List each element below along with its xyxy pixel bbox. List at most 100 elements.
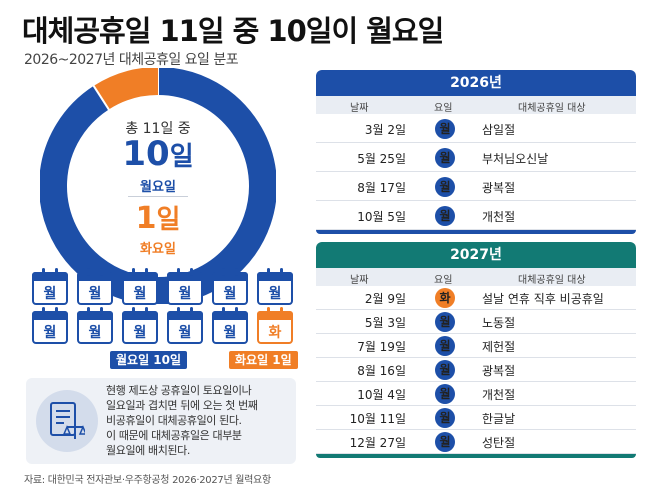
row-holiday: 광복절	[482, 181, 516, 195]
document-scale-icon	[36, 390, 98, 452]
calendar-monday-icon: 월	[257, 268, 293, 305]
table-row: 3월 2일 월 삼일절	[316, 114, 636, 143]
row-holiday: 설날 연휴 직후 비공휴일	[482, 292, 604, 306]
calendar-ring	[280, 307, 283, 315]
row-date: 10월 4일	[357, 388, 406, 402]
calendar-monday-icon: 월	[212, 307, 248, 344]
calendar-ring	[55, 307, 58, 315]
calendar-day-label: 월	[43, 325, 57, 341]
monday-label: 월요일	[140, 180, 176, 195]
calendar-ring	[132, 268, 135, 276]
row-day-badge: 월	[435, 206, 455, 226]
table-row: 5월 25일 월 부처님오신날	[316, 143, 636, 172]
row-day-badge: 월	[435, 119, 455, 139]
table-2027-rows: 2월 9일 화 설날 연휴 직후 비공휴일 5월 3일 월 노동절 7월 19일 월 제헌절 8월…	[316, 286, 636, 454]
calendar-ring	[177, 268, 180, 276]
calendar-ring	[222, 268, 225, 276]
table-2027: 2027년 날짜 요일 대체공휴일 대상 2월 9일 화 설날 연휴 직후 비공휴일…	[316, 242, 636, 458]
row-day-badge: 월	[435, 408, 455, 428]
calendar-day-label: 월	[43, 286, 57, 302]
table-row: 8월 16일 월 광복절	[316, 358, 636, 382]
monday-count-unit: 일	[169, 142, 194, 172]
row-date: 12월 27일	[349, 436, 406, 450]
note-line: 월요일에 배치된다.	[106, 444, 190, 457]
row-date: 8월 16일	[357, 364, 406, 378]
calendar-day-label: 월	[178, 325, 192, 341]
col-date: 날짜	[350, 275, 369, 286]
calendar-ring	[145, 307, 148, 315]
row-day-badge: 월	[435, 384, 455, 404]
row-day-badge: 월	[435, 177, 455, 197]
source-note: 자료: 대한민국 전자관보·우주항공청 2026·2027년 월력요항	[24, 475, 271, 486]
row-date: 2월 9일	[364, 292, 406, 306]
note-line: 일요일과 겹치면 뒤에 오는 첫 번째	[106, 399, 258, 412]
page-subtitle: 2026~2027년 대체공휴일 요일 분포	[24, 52, 239, 68]
row-holiday: 개천절	[482, 388, 516, 402]
calendar-ring	[132, 307, 135, 315]
table-row: 7월 19일 월 제헌절	[316, 334, 636, 358]
calendar-ring	[190, 268, 193, 276]
row-holiday: 제헌절	[482, 340, 516, 354]
col-target: 대체공휴일 대상	[518, 275, 586, 286]
calendar-ring	[190, 307, 193, 315]
row-date: 5월 25일	[357, 152, 406, 166]
calendar-tuesday-icon: 화	[257, 307, 293, 344]
row-date: 10월 5일	[357, 210, 406, 224]
table-2026-footer	[316, 230, 636, 234]
row-day-badge: 화	[435, 288, 455, 308]
calendar-ring	[55, 268, 58, 276]
donut-center: 총 11일 중 10일 월요일 1일 화요일	[40, 68, 276, 304]
table-2026-header: 2026년	[316, 70, 636, 96]
note-line: 이 때문에 대체공휴일은 대부분	[106, 429, 242, 442]
calendar-ring	[87, 307, 90, 315]
calendar-ring	[100, 307, 103, 315]
donut-slice-divider	[92, 84, 111, 111]
calendar-day-label: 월	[133, 286, 147, 302]
calendar-ring	[145, 268, 148, 276]
note-text: 현행 제도상 공휴일이 토요일이나 일요일과 겹치면 뒤에 오는 첫 번째 비공…	[106, 383, 292, 458]
calendar-ring	[235, 307, 238, 315]
table-2026-rows: 3월 2일 월 삼일절 5월 25일 월 부처님오신날 8월 17일 월 광복절 10월 5일 월 개…	[316, 114, 636, 230]
calendar-ring	[87, 268, 90, 276]
calendar-ring	[267, 268, 270, 276]
row-date: 10월 11일	[349, 412, 406, 426]
table-row: 12월 27일 월 성탄절	[316, 430, 636, 454]
row-holiday: 부처님오신날	[482, 152, 549, 166]
calendar-monday-icon: 월	[167, 268, 203, 305]
monday-count-number: 10	[122, 134, 170, 174]
calendar-monday-icon: 월	[32, 307, 68, 344]
row-holiday: 삼일절	[482, 123, 516, 137]
table-row: 8월 17일 월 광복절	[316, 172, 636, 201]
note-line: 현행 제도상 공휴일이 토요일이나	[106, 384, 252, 397]
table-row: 5월 3일 월 노동절	[316, 310, 636, 334]
calendar-ring	[177, 307, 180, 315]
col-day: 요일	[434, 275, 453, 286]
calendar-ring	[42, 268, 45, 276]
donut-slice-tuesday	[93, 68, 159, 110]
donut-divider	[128, 196, 188, 197]
monday-count: 10일	[40, 134, 276, 174]
calendar-monday-icon: 월	[32, 268, 68, 305]
note-line: 비공휴일이 대체공휴일이 된다.	[106, 414, 242, 427]
row-day-badge: 월	[435, 148, 455, 168]
calendar-day-label: 월	[133, 325, 147, 341]
row-holiday: 광복절	[482, 364, 516, 378]
row-date: 7월 19일	[357, 340, 406, 354]
calendar-monday-icon: 월	[122, 307, 158, 344]
calendar-day-label: 월	[88, 286, 102, 302]
donut-total-label: 총 11일 중	[125, 121, 191, 137]
row-holiday: 개천절	[482, 210, 516, 224]
calendar-monday-icon: 월	[122, 268, 158, 305]
table-2027-header: 2027년	[316, 242, 636, 268]
calendar-day-label: 월	[178, 286, 192, 302]
row-date: 3월 2일	[364, 123, 406, 137]
tuesday-count-number: 1	[135, 201, 157, 236]
tuesday-count-unit: 일	[156, 205, 181, 235]
table-2027-footer	[316, 454, 636, 458]
table-row: 10월 11일 월 한글날	[316, 406, 636, 430]
legend-tuesday: 화요일 1일	[229, 351, 298, 369]
col-date: 날짜	[350, 103, 369, 114]
row-holiday: 한글날	[482, 412, 516, 426]
table-row: 2월 9일 화 설날 연휴 직후 비공휴일	[316, 286, 636, 310]
table-row: 10월 5일 월 개천절	[316, 201, 636, 230]
